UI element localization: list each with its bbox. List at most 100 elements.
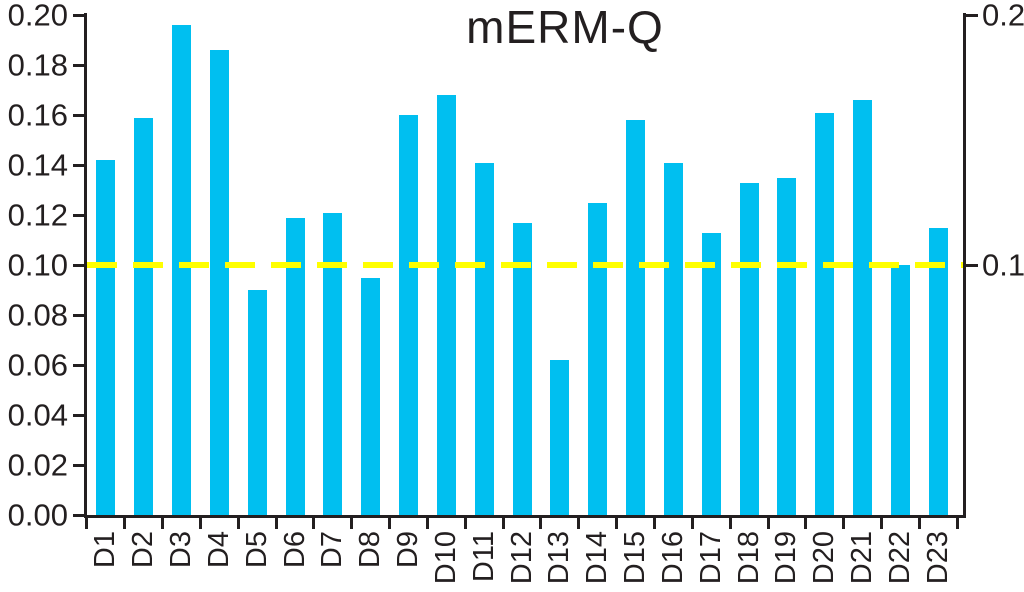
bar-D8 [361,277,381,517]
y-axis-left-tick-label: 0.02 [7,447,68,483]
y-axis-left-tick [73,363,87,367]
y-axis-left-tick-label: 0.12 [7,197,68,233]
x-axis-tick [804,518,808,529]
bar-D11 [474,162,494,517]
x-axis-label-D9: D9 [392,531,425,569]
x-axis-tick [501,518,505,529]
y-axis-right-tick-label: 0.1 [982,247,1024,283]
x-axis-label-D7: D7 [316,531,349,569]
bar-D2 [134,117,154,517]
x-axis-label-D23: D23 [921,531,954,585]
x-axis-tick [539,518,543,529]
bar-D9 [399,115,419,517]
bar-D14 [588,202,608,517]
bar-D20 [815,112,835,517]
bar-D3 [171,25,191,517]
x-axis-label-D11: D11 [467,531,500,583]
y-axis-left-tick-label: 0.04 [7,397,68,433]
bar-D1 [96,160,116,517]
bar-D16 [663,162,683,517]
y-axis-left-tick [73,113,87,117]
bar-D5 [247,290,267,517]
bar-D10 [436,95,456,517]
bar-D22 [890,265,910,517]
x-axis-label-D21: D21 [846,531,879,585]
x-axis-label-D1: D1 [89,531,122,569]
x-axis-label-D20: D20 [808,531,841,585]
y-axis-left-tick [73,413,87,417]
bar-D23 [928,227,948,517]
x-axis-tick [842,518,846,529]
chart-title: mERM-Q [466,1,664,53]
x-axis-label-D15: D15 [619,531,652,585]
y-axis-left-tick [73,13,87,17]
x-axis-label-D14: D14 [581,531,614,585]
x-axis-tick [388,518,392,529]
x-axis-label-D8: D8 [354,531,387,569]
y-axis-left-tick [73,313,87,317]
x-axis-label-D17: D17 [694,531,727,585]
x-axis-tick [161,518,165,529]
x-axis-label-D22: D22 [883,531,916,585]
x-axis-label-D6: D6 [278,531,311,569]
x-axis-tick [880,518,884,529]
x-axis-tick [350,518,354,529]
bar-D21 [853,100,873,517]
bar-D18 [739,182,759,517]
y-axis-left-tick-label: 0.10 [7,247,68,283]
y-axis-left-tick [73,463,87,467]
y-axis-left-tick [73,63,87,67]
x-axis-tick [690,518,694,529]
x-axis-tick [312,518,316,529]
y-axis-left-tick [73,163,87,167]
y-axis-left-tick-label: 0.06 [7,347,68,383]
x-axis-label-D10: D10 [429,531,462,585]
y-axis-right-tick [966,263,978,267]
x-axis-label-D18: D18 [732,531,765,585]
x-axis-label-D3: D3 [164,531,197,569]
x-axis-tick [652,518,656,529]
x-axis-tick [463,518,467,529]
y-axis-left-tick [73,263,87,267]
bar-D15 [626,120,646,517]
bar-D12 [512,222,532,517]
x-axis-tick [615,518,619,529]
x-axis-label-D19: D19 [770,531,803,585]
y-axis-left-tick-label: 0.14 [7,147,68,183]
bar-D7 [323,212,343,517]
y-axis-left-tick-label: 0.16 [7,97,68,133]
x-axis-tick [85,518,89,529]
y-axis-right [963,13,966,518]
x-axis-label-D5: D5 [240,531,273,569]
bar-D13 [550,360,570,517]
y-axis-left-tick [73,213,87,217]
x-axis-tick [577,518,581,529]
threshold-line [87,262,963,268]
x-axis-tick [198,518,202,529]
x-axis-label-D16: D16 [656,531,689,585]
x-axis-tick [236,518,240,529]
x-axis-label-D2: D2 [127,531,160,569]
y-axis-left-tick [73,513,87,517]
bar-D6 [285,217,305,517]
x-axis-tick [728,518,732,529]
y-axis-left-tick-label: 0.20 [7,0,68,33]
bar-D4 [209,50,229,517]
x-axis-tick [766,518,770,529]
y-axis-left-tick-label: 0.00 [7,497,68,533]
x-axis-tick [955,518,959,529]
x-axis-label-D4: D4 [202,531,235,569]
y-axis-left-tick-label: 0.08 [7,297,68,333]
x-axis-tick [274,518,278,529]
x-axis-label-D12: D12 [505,531,538,585]
bar-D17 [701,232,721,517]
y-axis-right-tick [966,13,978,17]
bar-D19 [777,177,797,517]
x-axis-tick [917,518,921,529]
x-axis-label-D13: D13 [543,531,576,585]
x-axis [84,515,966,518]
x-axis-tick [123,518,127,529]
x-axis-tick [425,518,429,529]
y-axis-left-tick-label: 0.18 [7,47,68,83]
